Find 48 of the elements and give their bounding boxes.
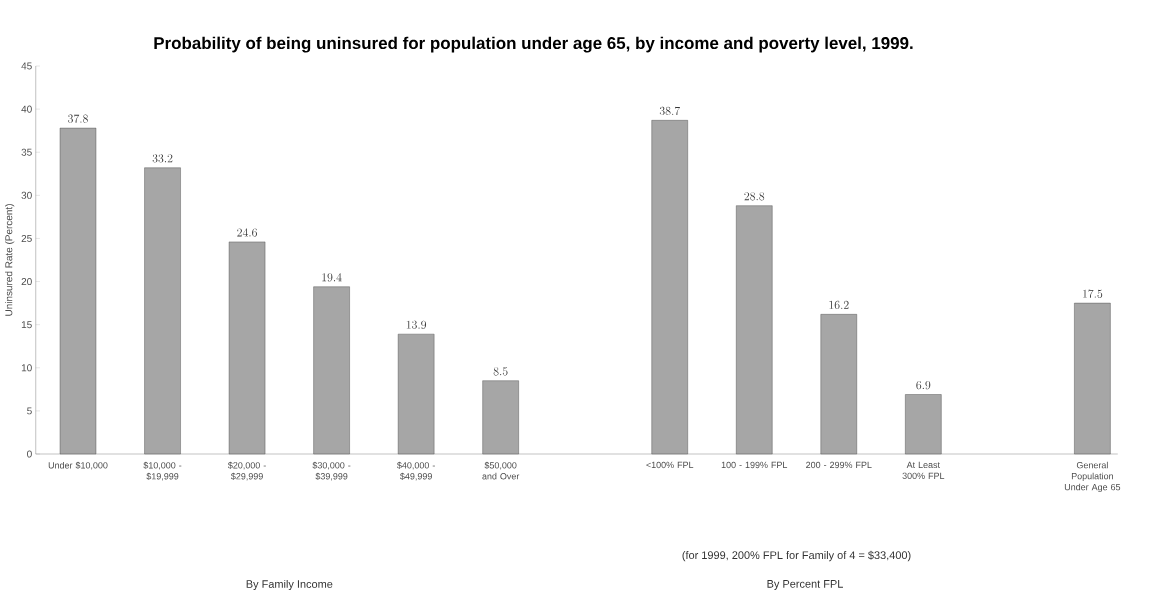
bar	[736, 205, 773, 455]
y-tick-label: 20	[21, 278, 32, 286]
x-tick-label: 200 - 299% FPL	[806, 461, 872, 469]
x-tick-label: $50,000 and Over	[482, 461, 520, 480]
data-label: 16.2	[829, 300, 849, 310]
y-tick-label: 30	[21, 191, 32, 199]
bar	[905, 394, 942, 455]
data-label: 33.2	[152, 154, 173, 163]
data-label: 38.7	[659, 106, 680, 116]
bar	[820, 314, 857, 455]
data-label: 28.8	[744, 192, 765, 201]
x-tick-label: 100 - 199% FPL	[721, 461, 788, 469]
x-tick-label: $40,000 - $49,999	[397, 461, 435, 481]
data-label: 37.8	[68, 114, 88, 123]
x-tick-label: $30,000 - $39,999	[312, 461, 351, 481]
bar	[59, 127, 97, 455]
bar	[651, 120, 688, 455]
data-label: 19.4	[322, 273, 342, 282]
bar	[228, 241, 266, 455]
bar	[397, 333, 435, 455]
x-tick-label: $10,000 - $19,999	[143, 461, 182, 481]
y-tick-label: 35	[21, 148, 32, 156]
data-label: 13.9	[406, 320, 427, 329]
y-tick-label: 15	[21, 321, 32, 329]
y-tick-label: 10	[21, 364, 32, 372]
data-label: 8.5	[493, 367, 508, 376]
y-tick-label: 40	[21, 105, 32, 113]
text: (for 1999, 200% FPL for Family of 4 = $33,400)	[682, 550, 911, 562]
bar	[482, 380, 519, 455]
y-tick-label: 5	[27, 407, 32, 415]
x-tick-label: Under $10,000	[48, 461, 108, 470]
data-label: 6.9	[916, 381, 931, 390]
y-tick-label: 25	[21, 234, 32, 242]
bar	[144, 167, 181, 455]
y-axis-title: Uninsured Rate (Percent)	[5, 204, 15, 316]
x-tick-label: <100% FPL	[646, 461, 694, 469]
x-tick-label: General Population Under Age 65	[1064, 461, 1121, 493]
bar	[1074, 302, 1111, 455]
x-tick-label: $20,000 - $29,999	[227, 461, 266, 481]
y-tick-label: 45	[21, 62, 32, 70]
data-label: 17.5	[1083, 289, 1103, 298]
bar	[313, 286, 350, 455]
data-label: 24.6	[237, 228, 257, 237]
x-tick-label: At Least 300% FPL	[902, 461, 945, 479]
text: By Family Income	[246, 579, 333, 591]
y-tick-label: 0	[27, 450, 32, 458]
text: By Percent FPL	[767, 580, 843, 590]
chart-title: Probability of being uninsured for population under age 65, by income and poverty level, 1999.	[154, 36, 913, 53]
